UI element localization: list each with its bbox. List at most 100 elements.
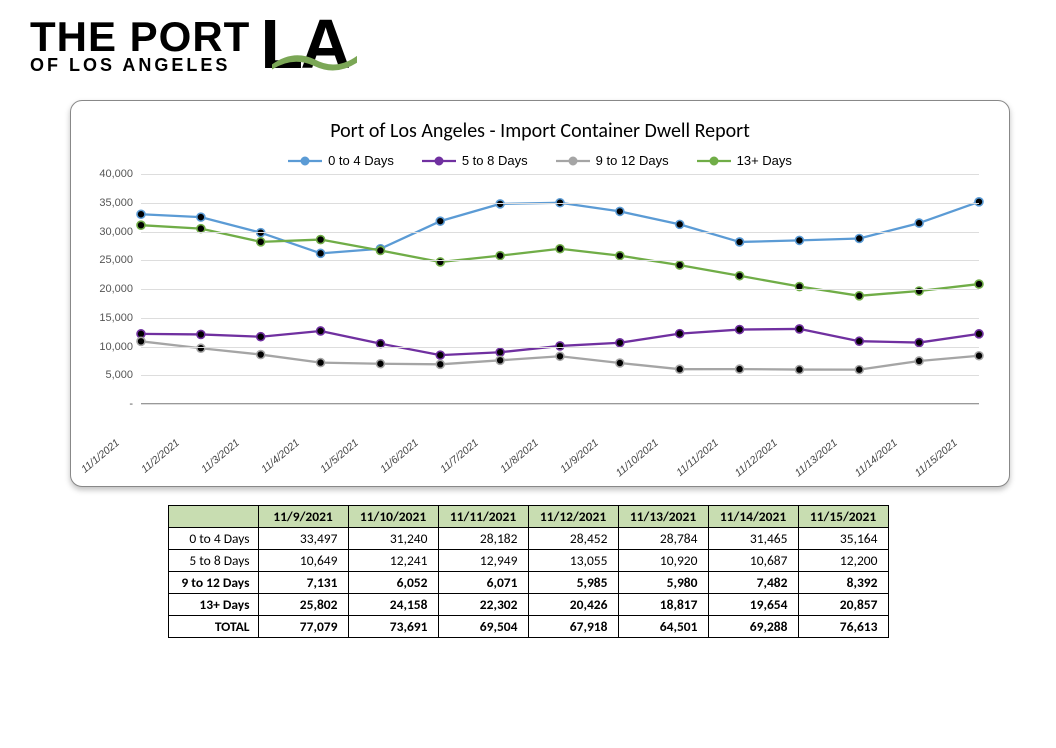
legend-label: 9 to 12 Days [596,153,669,168]
table-header: 11/15/2021 [798,506,888,528]
table-cell: 69,288 [708,616,798,638]
table-corner [168,506,258,528]
x-tick-label: 11/1/2021 [53,437,122,498]
legend-label: 13+ Days [737,153,792,168]
data-table: 11/9/202111/10/202111/11/202111/12/20211… [168,505,889,638]
table-row: 9 to 12 Days7,1316,0526,0715,9855,9807,4… [168,572,888,594]
table-cell: 33,497 [258,528,348,550]
y-tick-label: 35,000 [83,197,133,209]
legend-marker-icon [288,155,322,167]
la-letter-1: L [260,4,303,84]
legend-label: 0 to 4 Days [328,153,394,168]
logo-line1: THE PORT [30,18,250,56]
table-cell: 76,613 [798,616,888,638]
legend-marker-icon [556,155,590,167]
x-tick-label: 11/5/2021 [292,437,361,498]
gridline [141,174,979,175]
table-cell: 77,079 [258,616,348,638]
table-cell: 24,158 [348,594,438,616]
plot-area [141,174,979,404]
table-cell: 67,918 [528,616,618,638]
table-cell: 69,504 [438,616,528,638]
table-cell: 28,784 [618,528,708,550]
table-cell: 7,482 [708,572,798,594]
table-row: 5 to 8 Days10,64912,24112,94913,05510,92… [168,550,888,572]
row-label: 0 to 4 Days [168,528,258,550]
chart-area: -5,00010,00015,00020,00025,00030,00035,0… [81,174,989,404]
table-cell: 6,071 [438,572,528,594]
la-mark: L A [260,12,380,82]
y-tick-label: 15,000 [83,312,133,324]
x-tick-label: 11/2/2021 [113,437,182,498]
chart-panel: Port of Los Angeles - Import Container D… [70,100,1010,487]
y-tick-label: 20,000 [83,283,133,295]
gridline [141,347,979,348]
table-cell: 73,691 [348,616,438,638]
table-header: 11/9/2021 [258,506,348,528]
logo-row: THE PORT OF LOS ANGELES L A [30,12,1026,82]
table-cell: 12,949 [438,550,528,572]
table-cell: 31,465 [708,528,798,550]
x-tick-label: 11/14/2021 [831,437,900,498]
table-cell: 25,802 [258,594,348,616]
legend-marker-icon [697,155,731,167]
legend-label: 5 to 8 Days [462,153,528,168]
table-cell: 64,501 [618,616,708,638]
y-tick-label: - [83,398,133,410]
gridline [141,375,979,376]
table-header: 11/11/2021 [438,506,528,528]
gridline [141,232,979,233]
logo-line2: OF LOS ANGELES [30,55,250,76]
table-cell: 10,649 [258,550,348,572]
table-cell: 18,817 [618,594,708,616]
x-tick-label: 11/9/2021 [532,437,601,498]
table-cell: 22,302 [438,594,528,616]
y-tick-label: 25,000 [83,254,133,266]
table-row: 13+ Days25,80224,15822,30220,42618,81719… [168,594,888,616]
x-tick-label: 11/6/2021 [352,437,421,498]
table-cell: 12,200 [798,550,888,572]
table-total-row: TOTAL77,07973,69169,50467,91864,50169,28… [168,616,888,638]
table-cell: 20,426 [528,594,618,616]
row-label: 5 to 8 Days [168,550,258,572]
gridline [141,318,979,319]
y-tick-label: 30,000 [83,226,133,238]
legend-item: 0 to 4 Days [288,153,394,168]
table-header: 11/12/2021 [528,506,618,528]
x-tick-label: 11/7/2021 [412,437,481,498]
logo-text: THE PORT OF LOS ANGELES [30,18,250,77]
table-cell: 7,131 [258,572,348,594]
x-tick-label: 11/15/2021 [891,437,960,498]
table-cell: 19,654 [708,594,798,616]
la-letter-2: A [300,4,351,84]
table-cell: 20,857 [798,594,888,616]
x-tick-label: 11/3/2021 [173,437,242,498]
table-cell: 8,392 [798,572,888,594]
y-axis: -5,00010,00015,00020,00025,00030,00035,0… [81,174,137,404]
row-label: 9 to 12 Days [168,572,258,594]
row-label: 13+ Days [168,594,258,616]
gridline [141,404,979,405]
gridline [141,289,979,290]
gridline [141,203,979,204]
table-cell: 10,687 [708,550,798,572]
table-cell: 5,985 [528,572,618,594]
table-cell: 28,182 [438,528,528,550]
swoosh-icon [272,50,357,72]
y-tick-label: 5,000 [83,369,133,381]
legend-item: 13+ Days [697,153,792,168]
gridline [141,260,979,261]
x-tick-label: 11/13/2021 [771,437,840,498]
x-tick-label: 11/8/2021 [472,437,541,498]
table-header: 11/13/2021 [618,506,708,528]
y-tick-label: 40,000 [83,168,133,180]
x-axis-line [141,403,979,404]
y-tick-label: 10,000 [83,341,133,353]
table-cell: 5,980 [618,572,708,594]
table-cell: 28,452 [528,528,618,550]
legend-item: 5 to 8 Days [422,153,528,168]
table-cell: 13,055 [528,550,618,572]
legend-item: 9 to 12 Days [556,153,669,168]
table-header: 11/14/2021 [708,506,798,528]
table-header: 11/10/2021 [348,506,438,528]
